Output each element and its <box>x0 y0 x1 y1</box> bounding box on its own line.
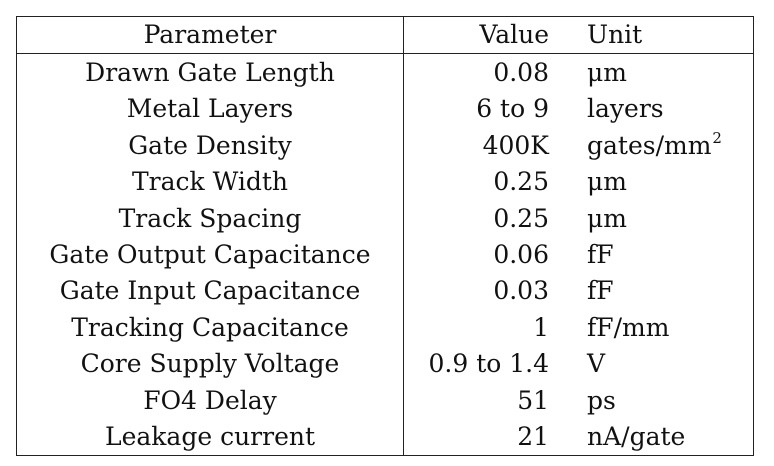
cell-unit-text: nA/gate <box>587 422 686 451</box>
cell-value: 0.9 to 1.4 <box>428 349 549 379</box>
cell-parameter: FO4 Delay <box>143 385 277 415</box>
cell-parameter: Tracking Capacitance <box>71 312 349 342</box>
cell-parameter: Gate Output Capacitance <box>49 240 371 269</box>
cell-unit-text: fF <box>587 240 614 269</box>
cell-unit-text: fF/mm <box>587 312 670 342</box>
cell-unit: fF <box>587 273 753 309</box>
parameter-table: Parameter Value Unit Drawn Gate Length 0.… <box>16 16 754 456</box>
cell-unit-text: layers <box>587 94 664 124</box>
cell-parameter: Track Width <box>131 167 289 197</box>
cell-unit-text: μm <box>587 167 627 197</box>
cell-parameter: Gate Density <box>128 130 292 160</box>
table-row: Gate Output Capacitance 0.06 fF <box>17 237 753 273</box>
cell-value: 21 <box>517 422 549 451</box>
table-row: Tracking Capacitance 1 fF/mm <box>17 310 753 346</box>
cell-parameter: Core Supply Voltage <box>80 349 340 379</box>
cell-value: 6 to 9 <box>476 94 549 124</box>
cell-unit: fF/mm <box>587 310 753 346</box>
table-header-row: Parameter Value Unit <box>17 17 753 53</box>
cell-value: 0.06 <box>493 240 549 269</box>
cell-unit-superscript: 2 <box>712 128 722 147</box>
header-unit: Unit <box>587 20 643 49</box>
cell-unit: ps <box>587 383 753 419</box>
header-value: Value <box>479 20 549 49</box>
header-parameter: Parameter <box>143 20 277 49</box>
cell-unit-text: gates/mm <box>587 130 712 160</box>
cell-unit: nA/gate <box>587 419 753 455</box>
cell-value: 51 <box>517 385 549 415</box>
header-rule <box>17 53 753 54</box>
cell-unit-text: fF <box>587 276 614 306</box>
cell-unit: gates/mm2 <box>587 128 753 164</box>
cell-unit-text: V <box>587 349 606 379</box>
cell-parameter: Metal Layers <box>126 94 294 124</box>
cell-unit-text: ps <box>587 385 616 415</box>
cell-value: 0.08 <box>493 58 549 87</box>
cell-parameter: Gate Input Capacitance <box>59 276 361 306</box>
table-row: Core Supply Voltage 0.9 to 1.4 V <box>17 346 753 382</box>
cell-unit: fF <box>587 237 753 273</box>
table-row: Drawn Gate Length 0.08 μm <box>17 55 753 91</box>
table-row: Track Spacing 0.25 μm <box>17 201 753 237</box>
cell-unit-text: μm <box>587 58 627 87</box>
cell-unit-text: μm <box>587 203 627 233</box>
cell-value: 400K <box>482 130 549 160</box>
cell-unit: layers <box>587 91 753 127</box>
cell-unit: μm <box>587 164 753 200</box>
table-row: FO4 Delay 51 ps <box>17 383 753 419</box>
cell-unit: V <box>587 346 753 382</box>
cell-value: 0.25 <box>493 203 549 233</box>
cell-value: 0.03 <box>493 276 549 306</box>
table-row: Metal Layers 6 to 9 layers <box>17 91 753 127</box>
cell-parameter: Drawn Gate Length <box>85 58 335 87</box>
table-row: Leakage current 21 nA/gate <box>17 419 753 455</box>
cell-value: 0.25 <box>493 167 549 197</box>
cell-unit: μm <box>587 55 753 91</box>
cell-value: 1 <box>533 312 549 342</box>
cell-unit: μm <box>587 201 753 237</box>
cell-parameter: Track Spacing <box>118 203 302 233</box>
table-row: Track Width 0.25 μm <box>17 164 753 200</box>
column-divider <box>403 17 404 455</box>
cell-parameter: Leakage current <box>104 422 316 451</box>
table-row: Gate Density 400K gates/mm2 <box>17 128 753 164</box>
table-row: Gate Input Capacitance 0.03 fF <box>17 273 753 309</box>
